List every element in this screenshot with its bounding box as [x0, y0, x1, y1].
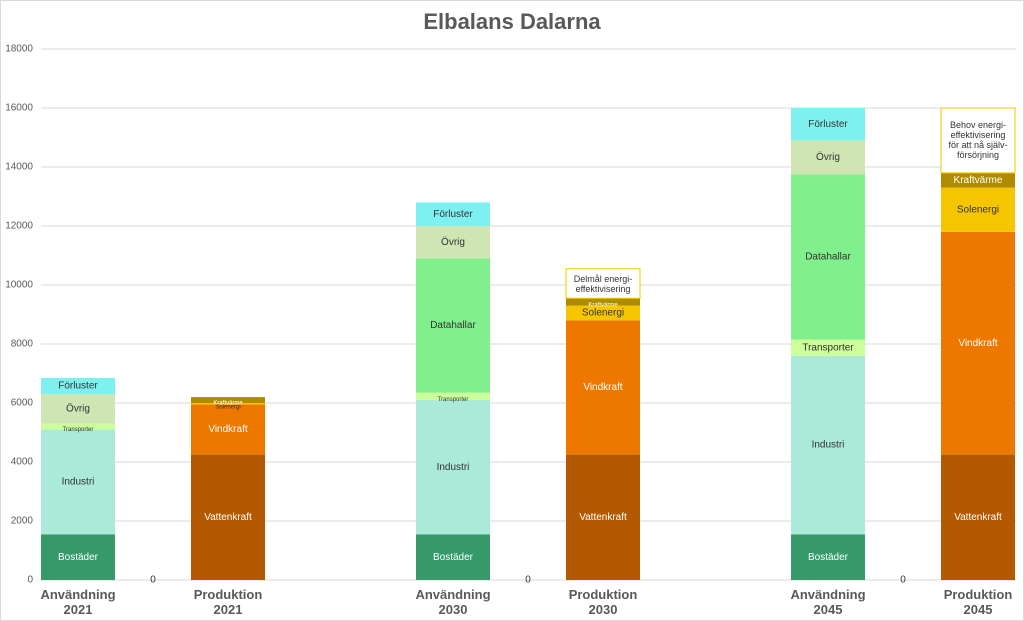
segment-label: Behov energi-effektivisering för att nå … [948, 120, 1008, 161]
segment-label: Industri [437, 462, 470, 473]
segment-label: Bostäder [433, 552, 474, 563]
bar-segment [791, 339, 865, 356]
bar-segment [941, 231, 1015, 455]
bar-segment [566, 320, 640, 455]
y-tick-label: 16000 [5, 103, 33, 114]
bar-segment [41, 534, 115, 580]
x-tick-label: Användning 2045 [790, 587, 866, 617]
bar-segment [791, 534, 865, 580]
segment-label: Kraftvärme [213, 401, 243, 407]
bar-segment [566, 305, 640, 321]
segment-label: Övrig [441, 236, 465, 248]
data-label: 0 [525, 575, 531, 586]
x-tick-label: Användning 2021 [40, 587, 116, 617]
y-tick-label: 2000 [11, 516, 34, 527]
bar-segment [416, 392, 490, 401]
y-tick-label: 6000 [11, 398, 34, 409]
bar-segment [41, 423, 115, 430]
bar-segment [566, 454, 640, 580]
chart-title: Elbalans Dalarna [423, 9, 601, 34]
segment-label: Förluster [808, 119, 848, 130]
y-tick-label: 12000 [5, 221, 33, 232]
segment-label: Datahallar [430, 320, 476, 331]
bar-segment [566, 298, 640, 306]
bar-segment [791, 355, 865, 535]
segment-label: Solenergi [215, 404, 240, 410]
data-label: 0 [900, 575, 906, 586]
bar-segment [565, 268, 641, 299]
data-label: 0 [150, 575, 156, 586]
segment-label: Övrig [66, 403, 90, 415]
segment-label: Vattenkraft [579, 512, 627, 523]
segment-label: Kraftvärme [588, 303, 618, 309]
segment-label: Transporter [63, 427, 94, 433]
segment-label: Transporter [802, 342, 854, 353]
bar-segment [41, 429, 115, 535]
bar-segment [791, 108, 865, 141]
bar-segment [791, 174, 865, 340]
y-tick-label: 18000 [5, 44, 33, 55]
segment-label: Vindkraft [583, 382, 623, 393]
bar-segment [41, 394, 115, 424]
segment-label: Solenergi [582, 308, 624, 319]
segment-label: Kraftvärme [954, 175, 1003, 186]
y-tick-label: 0 [27, 575, 33, 586]
segment-label: Övrig [816, 151, 840, 163]
segment-label: Förluster [433, 209, 473, 220]
bar-segment [941, 187, 1015, 232]
y-tick-label: 10000 [5, 280, 33, 291]
bar-segment [191, 403, 265, 405]
segment-label: Transporter [438, 397, 469, 403]
bar-segment [791, 140, 865, 175]
segment-label: Bostäder [58, 552, 99, 563]
bar-segment [191, 397, 265, 403]
x-tick-label: Produktion 2021 [193, 587, 263, 617]
segment-label: Vattenkraft [204, 512, 252, 523]
segment-label: Vindkraft [208, 424, 248, 435]
segment-label: Delmål energi-effektivisering [573, 273, 633, 294]
segment-label: Industri [62, 477, 95, 488]
segment-label: Datahallar [805, 252, 851, 263]
bar-segment [191, 454, 265, 580]
x-tick-label: Produktion 2030 [568, 587, 638, 617]
bar-segment [940, 107, 1016, 174]
bar-segment [416, 534, 490, 580]
segment-label: Industri [812, 440, 845, 451]
bar-segment [941, 454, 1015, 580]
bar-segment [416, 400, 490, 535]
segment-label: Vindkraft [958, 338, 998, 349]
bar-segment [416, 202, 490, 226]
x-tick-label: Produktion 2045 [943, 587, 1013, 617]
bar-segment [941, 172, 1015, 188]
x-tick-label: Användning 2030 [415, 587, 491, 617]
segment-label: Bostäder [808, 552, 849, 563]
segment-label: Solenergi [957, 204, 999, 215]
y-tick-label: 14000 [5, 162, 33, 173]
y-tick-label: 4000 [11, 457, 34, 468]
bar-segment [41, 377, 115, 395]
bar-segment [416, 226, 490, 259]
bar-segment [416, 258, 490, 393]
y-tick-label: 8000 [11, 339, 34, 350]
bar-segment [191, 404, 265, 455]
segment-label: Förluster [58, 381, 98, 392]
segment-label: Vattenkraft [954, 512, 1002, 523]
